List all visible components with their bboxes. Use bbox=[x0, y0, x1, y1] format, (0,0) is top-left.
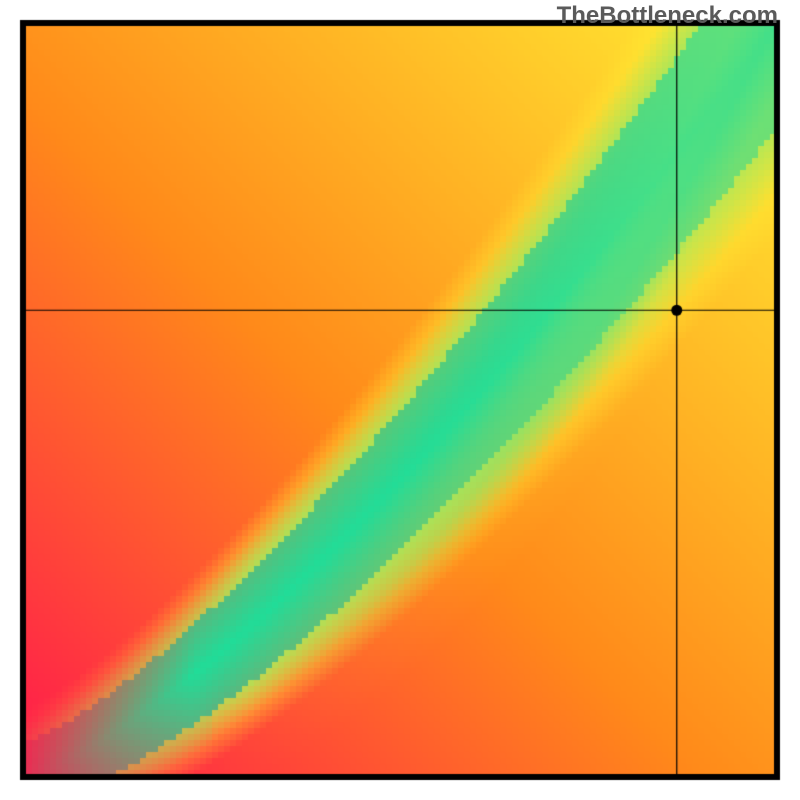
root-container: TheBottleneck.com bbox=[0, 0, 800, 800]
heatmap-canvas bbox=[0, 0, 800, 800]
